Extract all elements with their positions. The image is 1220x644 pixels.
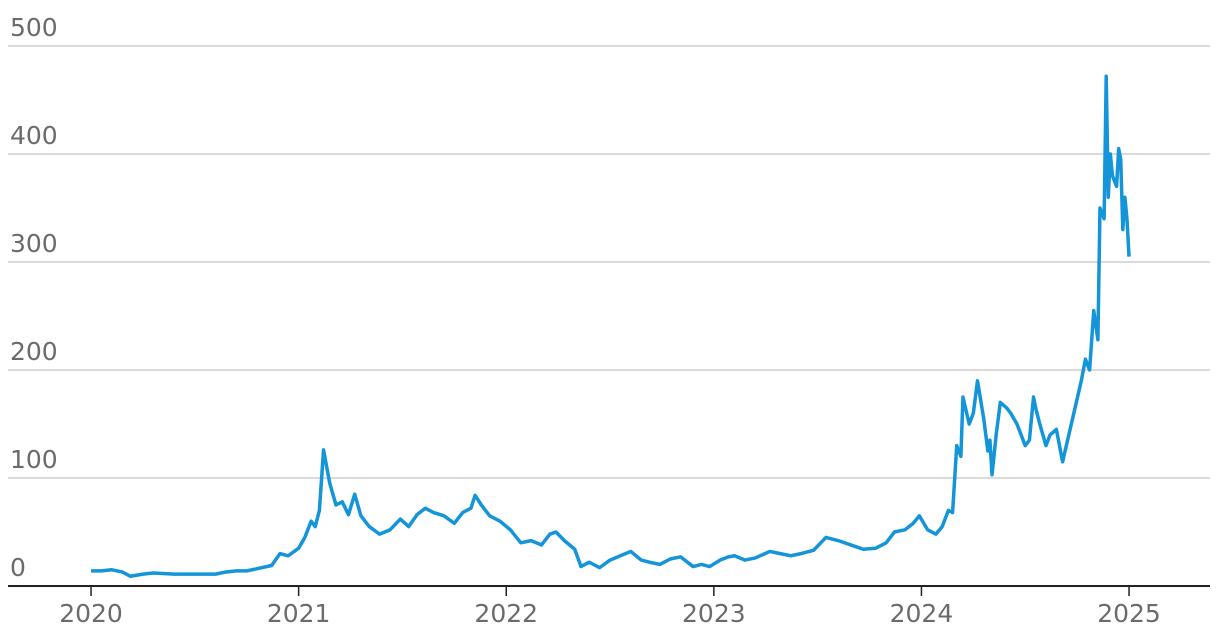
y-tick-label: 200 [10, 337, 58, 366]
x-tick-label: 2023 [682, 599, 746, 628]
y-tick-label: 300 [10, 229, 58, 258]
x-tick-label: 2020 [59, 599, 123, 628]
x-tick-label: 2022 [474, 599, 538, 628]
y-tick-label: 500 [10, 13, 58, 42]
y-tick-label: 0 [10, 553, 26, 582]
x-tick-label: 2024 [890, 599, 954, 628]
x-tick-label: 2021 [267, 599, 331, 628]
line [91, 74, 1131, 579]
y-tick-label: 100 [10, 445, 58, 474]
x-tick-label: 2025 [1097, 599, 1161, 628]
y-tick-label: 400 [10, 121, 58, 150]
